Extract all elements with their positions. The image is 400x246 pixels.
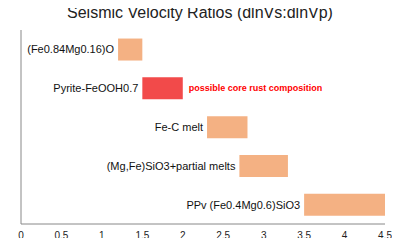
svg-text:(Mg,Fe)SiO3+partial melts: (Mg,Fe)SiO3+partial melts [107, 160, 236, 172]
svg-text:4.5: 4.5 [378, 230, 392, 238]
svg-text:1.5: 1.5 [135, 230, 149, 238]
svg-text:0: 0 [18, 230, 24, 238]
html-text:Seismic Velocity Ratios (dlnVs: Seismic Velocity Ratios (dlnVs:dlnVp) [67, 4, 333, 21]
svg-text:2.5: 2.5 [216, 230, 230, 238]
svg-text:0.5: 0.5 [54, 230, 68, 238]
svg-text:4: 4 [342, 230, 348, 238]
svg-text:Fe-C melt: Fe-C melt [155, 121, 203, 133]
svg-text:3: 3 [261, 230, 267, 238]
svg-text:possible core rust composition: possible core rust composition [189, 83, 323, 93]
svg-text:3.5: 3.5 [297, 230, 311, 238]
svg-text:Pyrite-FeOOH0.7: Pyrite-FeOOH0.7 [53, 82, 138, 94]
svg-text:2: 2 [180, 230, 186, 238]
svg-text:(Fe0.84Mg0.16)O: (Fe0.84Mg0.16)O [27, 43, 114, 55]
svg-text:PPv (Fe0.4Mg0.6)SiO3: PPv (Fe0.4Mg0.6)SiO3 [186, 199, 300, 211]
svg-text:1: 1 [99, 230, 105, 238]
